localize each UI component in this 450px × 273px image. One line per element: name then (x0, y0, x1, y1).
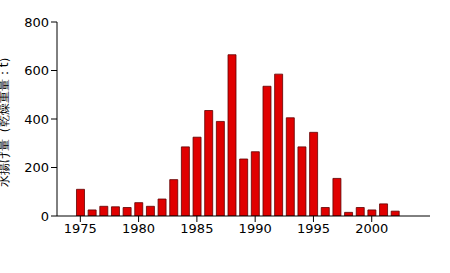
svg-text:1975: 1975 (64, 221, 97, 236)
svg-text:200: 200 (24, 160, 49, 175)
svg-text:1985: 1985 (180, 221, 213, 236)
svg-text:0: 0 (41, 209, 49, 224)
svg-text:600: 600 (24, 63, 49, 78)
svg-text:800: 800 (24, 15, 49, 30)
svg-text:1995: 1995 (297, 221, 330, 236)
svg-text:1990: 1990 (239, 221, 272, 236)
svg-text:水揚げ量（乾燥重量：t）: 水揚げ量（乾燥重量：t） (8, 51, 11, 188)
svg-text:1980: 1980 (122, 221, 155, 236)
svg-text:2000: 2000 (355, 221, 388, 236)
svg-text:400: 400 (24, 112, 49, 127)
